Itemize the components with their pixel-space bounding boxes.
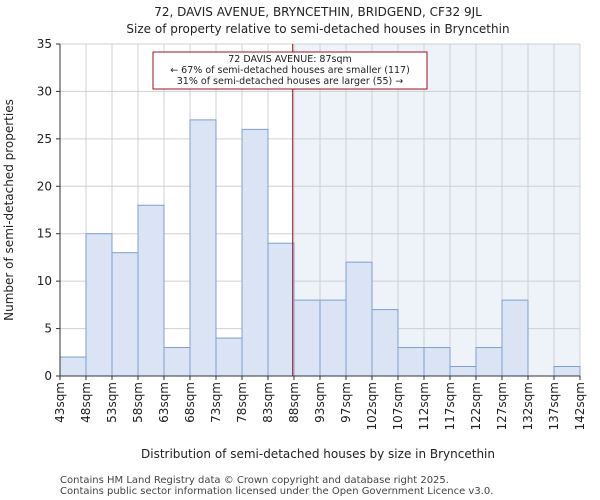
bar	[371, 309, 399, 377]
annotation-line-3: 31% of semi-detached houses are larger (…	[177, 76, 404, 87]
chart-title: 72, DAVIS AVENUE, BRYNCETHIN, BRIDGEND, …	[154, 5, 482, 19]
bar	[85, 233, 113, 377]
bar	[423, 347, 451, 377]
y-tick-label: 0	[44, 369, 52, 383]
annotation-line-2: ← 67% of semi-detached houses are smalle…	[170, 65, 410, 76]
bar	[267, 242, 295, 377]
x-tick-label: 43sqm	[53, 382, 67, 423]
x-tick-label: 132sqm	[521, 382, 535, 430]
bar	[397, 347, 425, 377]
x-tick-label: 63sqm	[157, 382, 171, 423]
annotation-line-1: 72 DAVIS AVENUE: 87sqm	[228, 54, 352, 65]
x-tick-label: 53sqm	[105, 382, 119, 423]
bar	[501, 299, 529, 377]
footer-line-1: Contains HM Land Registry data © Crown c…	[60, 475, 449, 486]
x-tick-label: 73sqm	[209, 382, 223, 423]
x-tick-label: 122sqm	[469, 382, 483, 430]
x-tick-label: 58sqm	[131, 382, 145, 423]
y-tick-label: 30	[37, 84, 52, 98]
y-tick-label: 35	[37, 37, 52, 51]
bar	[189, 119, 217, 377]
x-tick-label: 112sqm	[417, 382, 431, 430]
annotation-box: 72 DAVIS AVENUE: 87sqm ← 67% of semi-det…	[152, 51, 428, 90]
chart-subtitle: Size of property relative to semi-detach…	[126, 22, 509, 36]
annotation-frame	[152, 51, 428, 90]
bar	[345, 261, 373, 377]
x-tick-label: 107sqm	[391, 382, 405, 430]
y-tick-label: 20	[37, 179, 52, 193]
x-tick-label: 93sqm	[313, 382, 327, 423]
x-tick-label: 88sqm	[287, 382, 301, 423]
x-tick-label: 137sqm	[547, 382, 561, 430]
y-tick-label: 10	[37, 274, 52, 288]
y-tick-label: 5	[44, 322, 52, 336]
bar	[137, 204, 165, 377]
x-tick-label: 48sqm	[79, 382, 93, 423]
y-tick-label: 15	[37, 227, 52, 241]
bar	[319, 299, 347, 377]
bar	[215, 337, 243, 377]
bar	[293, 299, 321, 377]
x-tick-labels: 43sqm 48sqm 53sqm 58sqm 63sqm 68sqm 73sqm 78sqm…	[53, 376, 587, 430]
y-tick-labels: 0 5 10 15 20 25 30 35	[37, 37, 60, 383]
bar	[111, 252, 139, 377]
bar	[59, 356, 87, 377]
y-tick-label: 25	[37, 132, 52, 146]
bar	[449, 366, 477, 377]
x-tick-label: 117sqm	[443, 382, 457, 430]
x-tick-label: 142sqm	[573, 382, 587, 430]
x-tick-label: 102sqm	[365, 382, 379, 430]
bar	[553, 366, 581, 377]
bar	[241, 128, 269, 377]
x-tick-label: 97sqm	[339, 382, 353, 423]
x-tick-label: 78sqm	[235, 382, 249, 423]
x-tick-label: 127sqm	[495, 382, 509, 430]
bars	[59, 119, 581, 377]
y-axis-title: Number of semi-detached properties	[2, 99, 16, 321]
footer-line-2: Contains public sector information licen…	[60, 486, 493, 497]
x-tick-label: 83sqm	[261, 382, 275, 423]
x-tick-label: 68sqm	[183, 382, 197, 423]
x-axis-title: Distribution of semi-detached houses by …	[141, 447, 495, 461]
bar	[475, 347, 503, 377]
bar	[163, 347, 191, 377]
